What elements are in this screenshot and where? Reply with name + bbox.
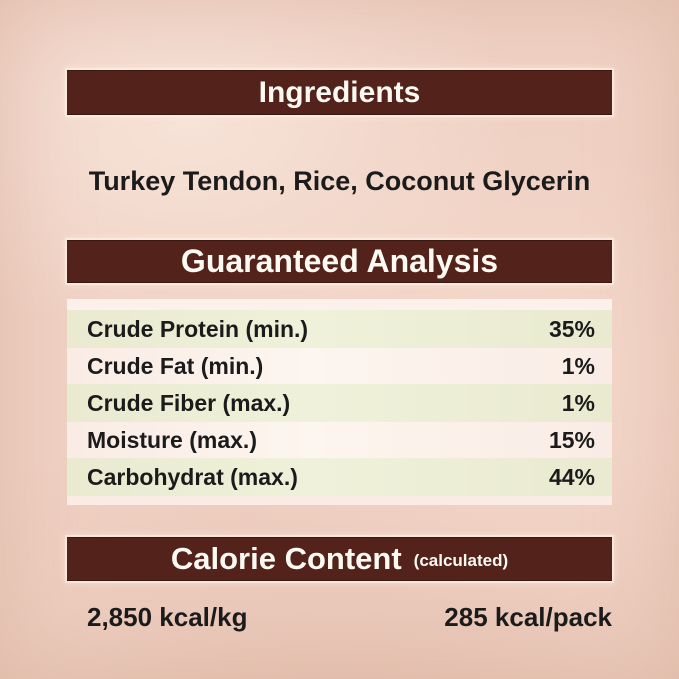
calorie-content-subtitle: (calculated): [413, 551, 509, 570]
guaranteed-analysis-header-bar: Guaranteed Analysis: [67, 240, 612, 283]
nutrient-label: Moisture (max.): [87, 426, 257, 453]
calorie-content-header-bar: Calorie Content (calculated): [67, 537, 612, 581]
guaranteed-analysis-title: Guaranteed Analysis: [180, 243, 499, 279]
nutrient-value: 44%: [548, 463, 595, 490]
nutrient-value: 35%: [548, 315, 595, 342]
nutrient-label: Crude Fiber (max.): [87, 389, 291, 416]
nutrient-value: 1%: [561, 352, 595, 379]
ingredients-list: Turkey Tendon, Rice, Coconut Glycerin: [88, 166, 591, 196]
nutrient-value: 1%: [561, 389, 595, 416]
nutrient-value: 15%: [548, 426, 595, 453]
table-row: Carbohydrat (max.) 44%: [67, 458, 612, 496]
calorie-content-title: Calorie Content: [170, 541, 402, 576]
calorie-figures-row: 2,850 kcal/kg 285 kcal/pack: [67, 602, 612, 633]
table-row: Crude Fiber (max.) 1%: [67, 384, 612, 422]
nutrient-label: Crude Fat (min.): [87, 352, 264, 379]
table-row: Crude Protein (min.) 35%: [67, 310, 612, 348]
table-row: Crude Fat (min.) 1%: [67, 348, 612, 384]
nutrient-label: Crude Protein (min.): [87, 315, 309, 342]
calories-per-kg: 2,850 kcal/kg: [87, 602, 248, 632]
nutrient-label: Carbohydrat (max.): [87, 463, 298, 490]
table-row: Moisture (max.) 15%: [67, 422, 612, 458]
calories-per-pack: 285 kcal/pack: [444, 602, 612, 632]
guaranteed-analysis-table: Crude Protein (min.) 35% Crude Fat (min.…: [67, 299, 612, 505]
ingredients-header-bar: Ingredients: [67, 70, 612, 115]
ingredients-title: Ingredients: [258, 75, 421, 109]
